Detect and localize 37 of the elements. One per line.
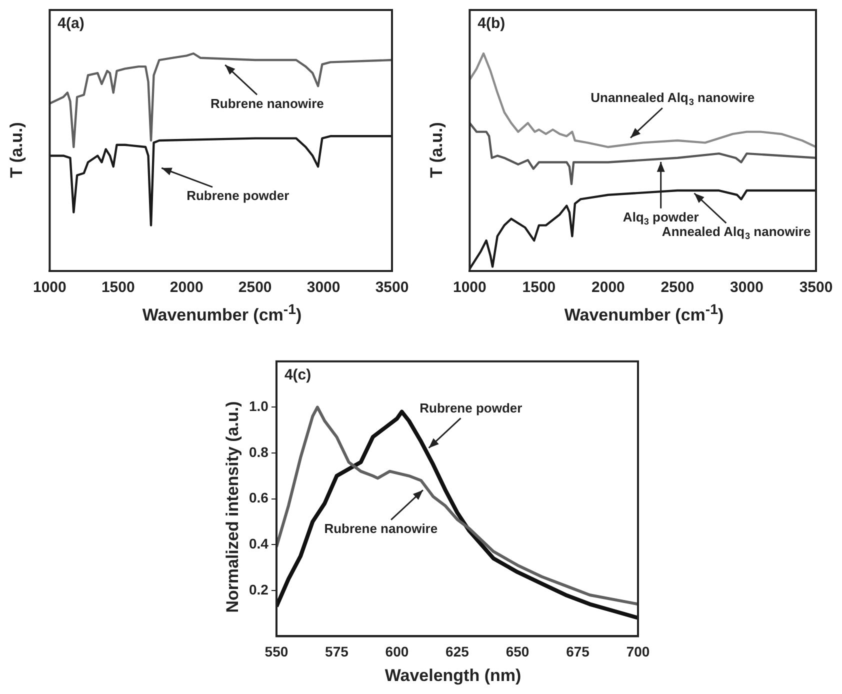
x-tick-label: 2000 bbox=[592, 279, 625, 296]
x-tick-label: 1500 bbox=[101, 279, 135, 296]
y-tick-label: 0.4 bbox=[248, 535, 269, 552]
x-tick-label: 3500 bbox=[375, 279, 409, 296]
annotation: 4(c) bbox=[284, 366, 312, 384]
x-tick-label: 625 bbox=[446, 643, 470, 660]
annotation: Rubrene nanowire bbox=[324, 520, 438, 536]
x-axis-title: Wavenumber (cm$^{-1}$) bbox=[563, 302, 725, 326]
x-tick-label: 675 bbox=[566, 643, 590, 660]
x-tick-label: 650 bbox=[506, 643, 530, 660]
x-axis-title: Wavelength (nm) bbox=[384, 666, 522, 686]
x-tick-label: 550 bbox=[264, 643, 288, 660]
x-tick-label: 2500 bbox=[238, 279, 272, 296]
text: 4(a) bbox=[58, 15, 84, 32]
x-tick-label: 3000 bbox=[730, 279, 764, 296]
x-tick-label: 575 bbox=[325, 643, 349, 660]
x-tick-label: 1000 bbox=[32, 279, 66, 296]
x-tick-label: 2000 bbox=[170, 279, 204, 296]
annotation: Rubrene powder bbox=[186, 188, 290, 204]
annotation: Rubrene nanowire bbox=[210, 96, 324, 111]
y-axis-title: Normalized intensity (a.u.) bbox=[223, 401, 243, 613]
x-tick-label: 3000 bbox=[306, 279, 340, 296]
y-tick-label: 0.2 bbox=[248, 581, 269, 598]
y-axis-title: T (a.u.) bbox=[427, 122, 447, 178]
y-tick-label: 1.0 bbox=[248, 398, 269, 414]
text: 4(b) bbox=[478, 15, 506, 32]
x-tick-label: 600 bbox=[385, 643, 409, 660]
x-tick-label: 700 bbox=[626, 643, 650, 660]
y-tick-label: 0.8 bbox=[248, 444, 269, 460]
x-axis-title: Wavenumber (cm$^{-1}$) bbox=[141, 302, 303, 326]
y-tick-label: 0.6 bbox=[248, 490, 269, 506]
annotation: Rubrene powder bbox=[420, 400, 522, 416]
x-tick-label: 1500 bbox=[522, 279, 556, 296]
y-axis-title: T (a.u.) bbox=[7, 122, 27, 178]
x-tick-label: 3500 bbox=[799, 279, 833, 296]
x-tick-label: 1000 bbox=[452, 279, 486, 296]
x-tick-label: 2500 bbox=[660, 279, 694, 296]
